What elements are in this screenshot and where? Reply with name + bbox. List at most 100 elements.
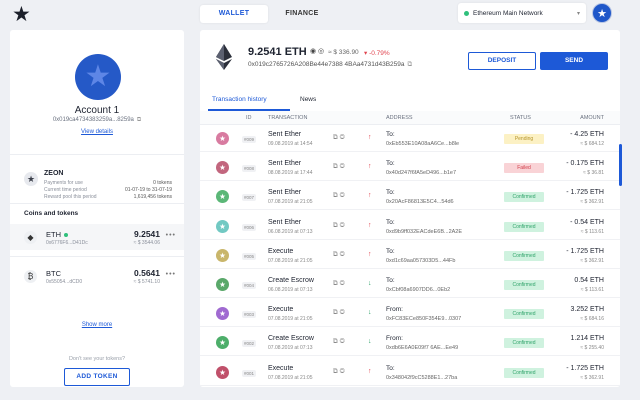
account-sidebar: ★ Account 1 0x019ca4734383259a...8259a ⧉ … <box>10 30 184 387</box>
explorer-icon[interactable]: ◎ <box>339 221 347 229</box>
explorer-icon[interactable]: ◎ <box>339 309 347 317</box>
tx-type: Create Escrow <box>268 335 314 343</box>
copy-icon[interactable]: ⧉ <box>333 163 340 171</box>
coins-tokens-heading: Coins and tokens <box>24 210 79 217</box>
explorer-icon[interactable]: ◎ <box>339 192 347 200</box>
table-row[interactable]: ★ #007 Sent Ether 07.08.2019 at 21:05 ⧉◎ ↑ To:… <box>200 184 620 211</box>
tx-action-icons[interactable]: ⧉◎ <box>333 368 347 376</box>
token-indicator-icon: ◉ ◎ <box>310 48 325 55</box>
tx-action-icons[interactable]: ⧉◎ <box>333 134 347 142</box>
account-avatar: ★ <box>75 54 121 100</box>
copy-icon[interactable]: ⧉ <box>407 61 413 68</box>
copy-icon[interactable]: ⧉ <box>136 117 142 123</box>
tx-address: 0xdb6E6A0E09f7 6AE...Ee49 <box>386 345 459 352</box>
deposit-button[interactable]: DEPOSIT <box>468 52 536 70</box>
star-icon[interactable]: ★ <box>12 3 31 26</box>
column-header: ADDRESS <box>386 115 413 121</box>
arrow-up-icon: ↑ <box>368 250 372 258</box>
tx-type: Create Escrow <box>268 277 314 284</box>
token-item-btc[interactable]: ₿ BTC 0x55054...dCD0 0.5641 ≈ $ 5741.10 … <box>10 263 184 289</box>
tab-news[interactable]: News <box>300 96 317 103</box>
tx-date: 06.08.2019 at 07:13 <box>268 287 313 293</box>
show-more-link[interactable]: Show more <box>81 322 113 328</box>
network-status-dot <box>464 10 469 16</box>
tx-action-icons[interactable]: ⧉◎ <box>333 280 347 288</box>
tx-address-label: From: <box>386 306 403 314</box>
add-token-button[interactable]: ADD TOKEN <box>64 368 130 386</box>
status-badge: Confirmed <box>504 367 544 378</box>
tx-action-icons[interactable]: ⧉◎ <box>333 251 347 259</box>
more-icon[interactable]: ••• <box>165 271 176 278</box>
tab-transaction-history[interactable]: Transaction history <box>208 93 290 111</box>
tx-address-label: To: <box>386 160 395 168</box>
arrow-up-icon: ↑ <box>368 221 372 229</box>
tx-id: #008 <box>242 165 257 173</box>
tx-address: 0xEb553E10A08aA6Ce...b8le <box>386 141 460 147</box>
avatar[interactable]: ★ <box>592 3 612 23</box>
copy-icon[interactable]: ⧉ <box>333 192 340 200</box>
tx-action-icons[interactable]: ⧉◎ <box>333 309 347 317</box>
wallet-main: 9.2541 ETH ◉ ◎ ≈ $ 336.90 ▾ -0.79% 0x019… <box>200 30 620 387</box>
copy-icon[interactable]: ⧉ <box>333 250 340 258</box>
tx-usd: ≈ $ 684.12 <box>580 141 604 147</box>
status-badge: Confirmed <box>504 192 544 203</box>
table-row[interactable]: ★ #006 Sent Ether 06.08.2019 at 07:13 ⧉◎ ↑ To:… <box>200 214 620 240</box>
explorer-icon[interactable]: ◎ <box>339 367 347 375</box>
tx-amount: - 1.725 ETH <box>566 247 604 255</box>
tx-date: 06.08.2019 at 07:13 <box>268 228 313 235</box>
tx-type: Execute <box>268 306 294 314</box>
tx-date: 07.08.2019 at 21:05 <box>268 257 313 264</box>
tx-action-icons[interactable]: ⧉◎ <box>333 192 347 200</box>
copy-icon[interactable]: ⧉ <box>333 221 340 229</box>
table-row[interactable]: ★ #004 Create Escrow 06.08.2019 at 07:13 ⧉◎ ↓… <box>200 272 620 298</box>
send-button[interactable]: SEND <box>540 52 608 70</box>
copy-icon[interactable]: ⧉ <box>333 367 340 375</box>
table-row[interactable]: ★ #001 Execute 07.08.2019 at 21:05 ⧉◎ ↑ To: 0x3… <box>200 360 620 386</box>
zeon-row-label: Payments for use <box>44 180 83 186</box>
table-row[interactable]: ★ #009 Sent Ether 09.08.2019 at 14:54 ⧉◎ ↑ To:… <box>200 126 620 152</box>
tx-action-icons[interactable]: ⧉◎ <box>333 222 347 230</box>
table-row[interactable]: ★ #008 Sent Ether 08.08.2019 at 17:44 ⧉◎ ↑ To:… <box>200 155 620 182</box>
copy-icon[interactable]: ⧉ <box>333 309 340 317</box>
tx-address-label: To: <box>386 247 395 255</box>
copy-icon[interactable]: ⧉ <box>333 338 340 346</box>
star-icon: ★ <box>216 248 229 262</box>
explorer-icon[interactable]: ◎ <box>339 134 347 141</box>
tx-address: 0xd1c69aa057303D5...44Fb <box>386 257 456 264</box>
column-header: STATUS <box>510 115 531 121</box>
explorer-icon[interactable]: ◎ <box>339 280 347 287</box>
tx-id: #001 <box>242 369 257 377</box>
token-symbol: ETH <box>46 230 68 239</box>
arrow-down-icon: ↓ <box>368 309 372 317</box>
table-row[interactable]: ★ #003 Execute 07.08.2019 at 21:05 ⧉◎ ↓ From: 0… <box>200 301 620 328</box>
arrow-down-icon: ↓ <box>368 338 372 346</box>
more-icon[interactable]: ••• <box>165 232 176 239</box>
bitcoin-icon: ₿ <box>24 270 37 283</box>
tx-action-icons[interactable]: ⧉◎ <box>333 163 347 171</box>
tx-usd: ≈ $ 362.91 <box>580 199 604 206</box>
token-item-eth[interactable]: ◆ ETH 0x6776F6...D41Dc 9.2541 ≈ $ 3544.0… <box>10 224 184 250</box>
tab-wallet[interactable]: WALLET <box>200 5 268 23</box>
table-row[interactable]: ★ #005 Execute 07.08.2019 at 21:05 ⧉◎ ↑ To: 0xd… <box>200 243 620 269</box>
view-details-link[interactable]: View details <box>81 129 113 135</box>
arrow-up-icon: ↑ <box>368 192 372 200</box>
explorer-icon[interactable]: ◎ <box>339 163 347 171</box>
tx-action-icons[interactable]: ⧉◎ <box>333 338 347 346</box>
tx-amount: 3.252 ETH <box>570 306 604 314</box>
tx-amount: - 0.175 ETH <box>566 160 604 168</box>
explorer-icon[interactable]: ◎ <box>339 338 347 346</box>
tx-address: 0xCbf08a6907DD6...0Eb2 <box>386 287 451 293</box>
tx-amount: - 1.725 ETH <box>566 364 604 372</box>
tx-usd: ≈ $ 36.81 <box>583 170 604 177</box>
tx-type: Execute <box>268 247 294 255</box>
tab-finance[interactable]: FINANCE <box>285 10 319 17</box>
tx-date: 07.08.2019 at 21:05 <box>268 374 313 381</box>
table-row[interactable]: ★ #002 Create Escrow 07.08.2019 at 07:13 ⧉◎ ↓… <box>200 330 620 357</box>
zeon-row-label: Reward pool this period <box>44 194 97 200</box>
copy-icon[interactable]: ⧉ <box>333 280 340 287</box>
tx-address-label: From: <box>386 335 403 343</box>
explorer-icon[interactable]: ◎ <box>339 250 347 258</box>
copy-icon[interactable]: ⧉ <box>333 134 340 141</box>
network-select[interactable]: Ethereum Main Network ▾ <box>458 3 586 23</box>
scrollbar[interactable] <box>619 144 622 186</box>
